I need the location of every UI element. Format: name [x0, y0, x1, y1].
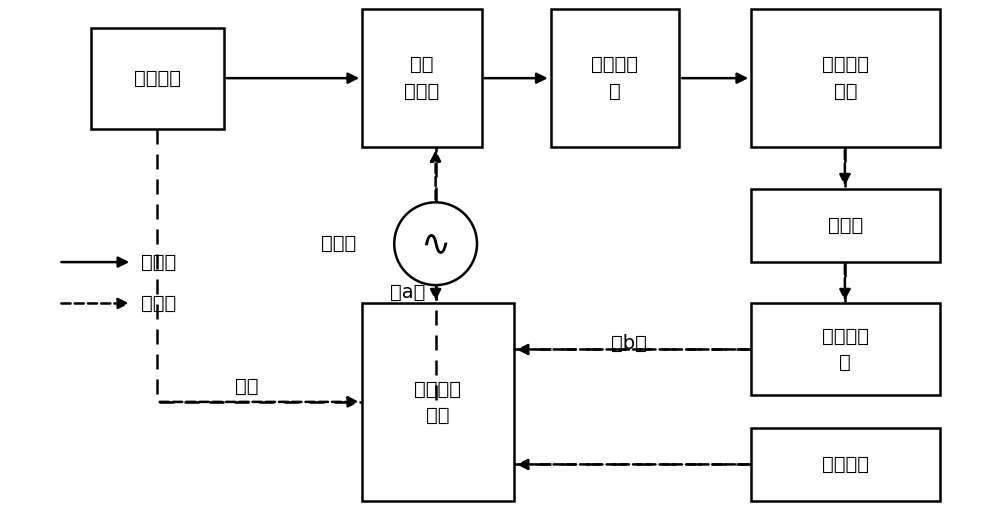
Bar	[362, 9, 482, 147]
Text: 强度
调制器: 强度 调制器	[404, 56, 439, 101]
Text: （a）: （a）	[390, 283, 426, 302]
Text: 微波源: 微波源	[321, 234, 357, 253]
Bar	[751, 188, 940, 262]
Text: 触发: 触发	[235, 377, 259, 396]
Bar	[751, 303, 940, 396]
Circle shape	[394, 202, 477, 285]
Text: 带通滤波
器: 带通滤波 器	[822, 327, 869, 372]
Text: 脉冲光源: 脉冲光源	[134, 68, 181, 88]
Bar	[551, 9, 679, 147]
Text: 双通道采
集卡: 双通道采 集卡	[414, 380, 461, 425]
Text: 解算模块: 解算模块	[822, 455, 869, 474]
Text: 光电探测
模块: 光电探测 模块	[822, 56, 869, 101]
Text: 放大器: 放大器	[828, 216, 863, 235]
Text: 电信号: 电信号	[141, 294, 177, 313]
Bar	[91, 28, 224, 129]
Bar	[751, 427, 940, 501]
Bar	[362, 303, 514, 501]
Text: 光信号: 光信号	[141, 252, 177, 271]
Text: 待测光链
路: 待测光链 路	[591, 56, 638, 101]
Bar	[751, 9, 940, 147]
Text: ∿: ∿	[420, 227, 451, 261]
Text: （b）: （b）	[611, 334, 647, 353]
